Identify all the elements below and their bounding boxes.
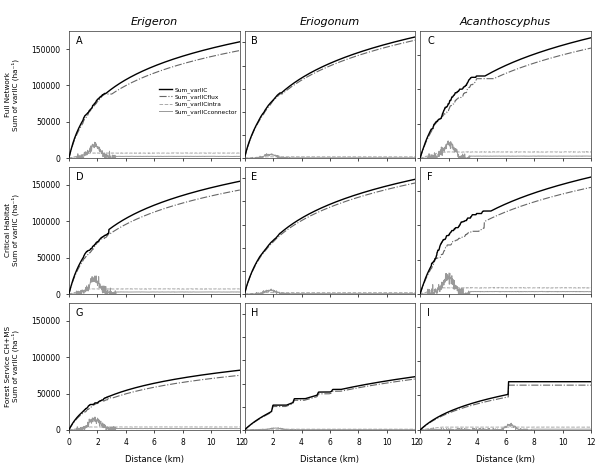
Text: I: I <box>427 308 430 318</box>
Text: E: E <box>251 172 257 182</box>
Text: Distance (km): Distance (km) <box>301 455 359 464</box>
Text: H: H <box>251 308 259 318</box>
Text: Distance (km): Distance (km) <box>125 455 184 464</box>
Text: Acanthoscyphus: Acanthoscyphus <box>460 17 551 27</box>
Text: C: C <box>427 36 434 46</box>
Text: Full Network
Sum of varIIC (ha⁻¹): Full Network Sum of varIIC (ha⁻¹) <box>5 58 19 131</box>
Text: D: D <box>76 172 83 182</box>
Text: Eriogonum: Eriogonum <box>300 17 360 27</box>
Text: Critical Habitat
Sum of varIIC (ha⁻¹): Critical Habitat Sum of varIIC (ha⁻¹) <box>5 194 19 266</box>
Text: F: F <box>427 172 433 182</box>
Text: Distance (km): Distance (km) <box>476 455 535 464</box>
Text: Erigeron: Erigeron <box>131 17 178 27</box>
Text: B: B <box>251 36 258 46</box>
Text: A: A <box>76 36 82 46</box>
Text: Forest Service CH+MS
Sum of varIIC (ha⁻¹): Forest Service CH+MS Sum of varIIC (ha⁻¹… <box>5 326 19 407</box>
Legend: Sum_varIIC, Sum_varIICflux, Sum_varIICintra, Sum_varIICconnector: Sum_varIIC, Sum_varIICflux, Sum_varIICin… <box>159 87 237 114</box>
Text: G: G <box>76 308 83 318</box>
